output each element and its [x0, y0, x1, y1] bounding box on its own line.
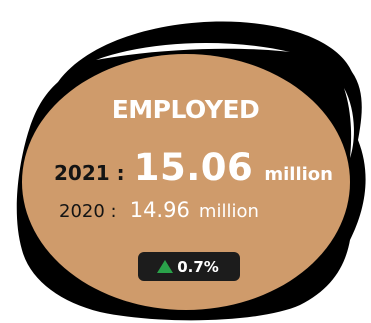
card-title: EMPLOYED	[111, 95, 260, 124]
brush-gap-right	[344, 88, 354, 158]
previous-unit: million	[198, 201, 259, 222]
previous-year-label: 2020 :	[59, 201, 117, 222]
blob-fill	[22, 54, 350, 310]
brush-gap-top	[96, 42, 290, 60]
current-unit: million	[264, 164, 333, 185]
current-year-label: 2021 :	[54, 161, 125, 185]
previous-value: 14.96	[129, 198, 190, 222]
current-value: 15.06	[133, 146, 254, 189]
previous-year-row: 2020 : 14.96 million	[59, 198, 259, 222]
current-year-row: 2021 : 15.06 million	[54, 146, 333, 189]
change-badge: 0.7%	[138, 252, 240, 281]
change-percent: 0.7%	[177, 257, 219, 276]
brush-gap-bottom-right	[352, 240, 371, 323]
up-arrow-icon	[157, 260, 174, 273]
